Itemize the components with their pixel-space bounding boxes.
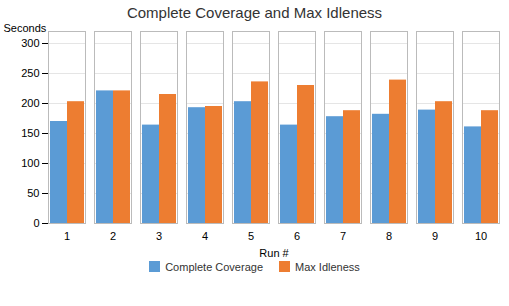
- svg-text:10: 10: [475, 230, 487, 242]
- svg-text:150: 150: [21, 127, 39, 139]
- svg-text:0: 0: [33, 217, 39, 229]
- svg-text:300: 300: [21, 37, 39, 49]
- svg-text:Run #: Run #: [259, 247, 289, 259]
- svg-text:7: 7: [340, 230, 346, 242]
- svg-text:3: 3: [156, 230, 162, 242]
- svg-text:250: 250: [21, 67, 39, 79]
- svg-text:2: 2: [110, 230, 116, 242]
- svg-text:1: 1: [64, 230, 70, 242]
- svg-text:9: 9: [432, 230, 438, 242]
- svg-text:4: 4: [202, 230, 208, 242]
- svg-text:Seconds: Seconds: [4, 22, 47, 34]
- html-text:Complete Coverage: Complete Coverage: [165, 261, 263, 273]
- svg-text:50: 50: [27, 187, 39, 199]
- html-text:Max Idleness: Max Idleness: [295, 261, 360, 273]
- svg-text:8: 8: [386, 230, 392, 242]
- svg-text:5: 5: [248, 230, 254, 242]
- svg-text:100: 100: [21, 157, 39, 169]
- svg-text:6: 6: [294, 230, 300, 242]
- html-text:Complete Coverage and Max Idle: Complete Coverage and Max Idleness: [126, 4, 383, 21]
- svg-text:200: 200: [21, 97, 39, 109]
